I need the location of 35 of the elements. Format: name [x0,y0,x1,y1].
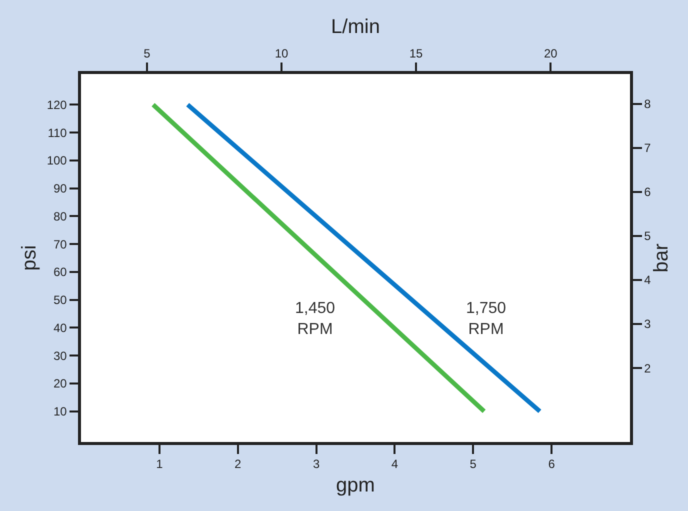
y-axis-title: psi [18,245,40,271]
y-tick-label: 110 [48,126,68,140]
y-tick-label: 30 [53,348,68,363]
y-tick-label: 60 [53,265,68,280]
y-tick-label: 40 [53,320,68,335]
y2-tick-label: 2 [644,361,652,376]
x-tick-label: 1 [156,457,164,472]
x2-tick-label: 15 [409,46,424,60]
x-tick-label: 6 [548,457,556,472]
x2-axis-title: L/min [331,16,380,38]
y-tick-label: 80 [53,209,68,224]
y2-tick-label: 7 [644,141,652,156]
y-tick-label: 100 [46,154,68,168]
y2-tick-label: 5 [644,229,652,244]
x-tick-label: 5 [470,457,477,472]
series-label: 1,450 RPM [295,300,336,338]
y-tick-label: 120 [46,98,68,112]
y-tick-label: 70 [53,237,68,252]
x2-tick-label: 10 [274,46,288,60]
y2-axis-title: bar [650,243,673,272]
x2-tick-label: 20 [544,46,558,60]
y2-tick-label: 3 [644,317,652,332]
x2-tick-label: 5 [144,46,151,60]
x-tick-label: 3 [312,457,320,472]
y2-tick-label: 4 [644,273,652,288]
x-tick-label: 2 [234,457,242,472]
y-tick-label: 20 [53,376,68,391]
y-tick-label: 10 [53,404,68,419]
y-tick-label: 50 [53,293,68,308]
x-tick-label: 4 [391,457,398,472]
y2-tick-label: 8 [644,97,652,112]
x-axis-title: gpm [336,474,375,497]
y-tick-label: 90 [53,182,68,196]
y2-tick-label: 6 [644,185,652,200]
series-label: 1,750 RPM [466,300,506,338]
